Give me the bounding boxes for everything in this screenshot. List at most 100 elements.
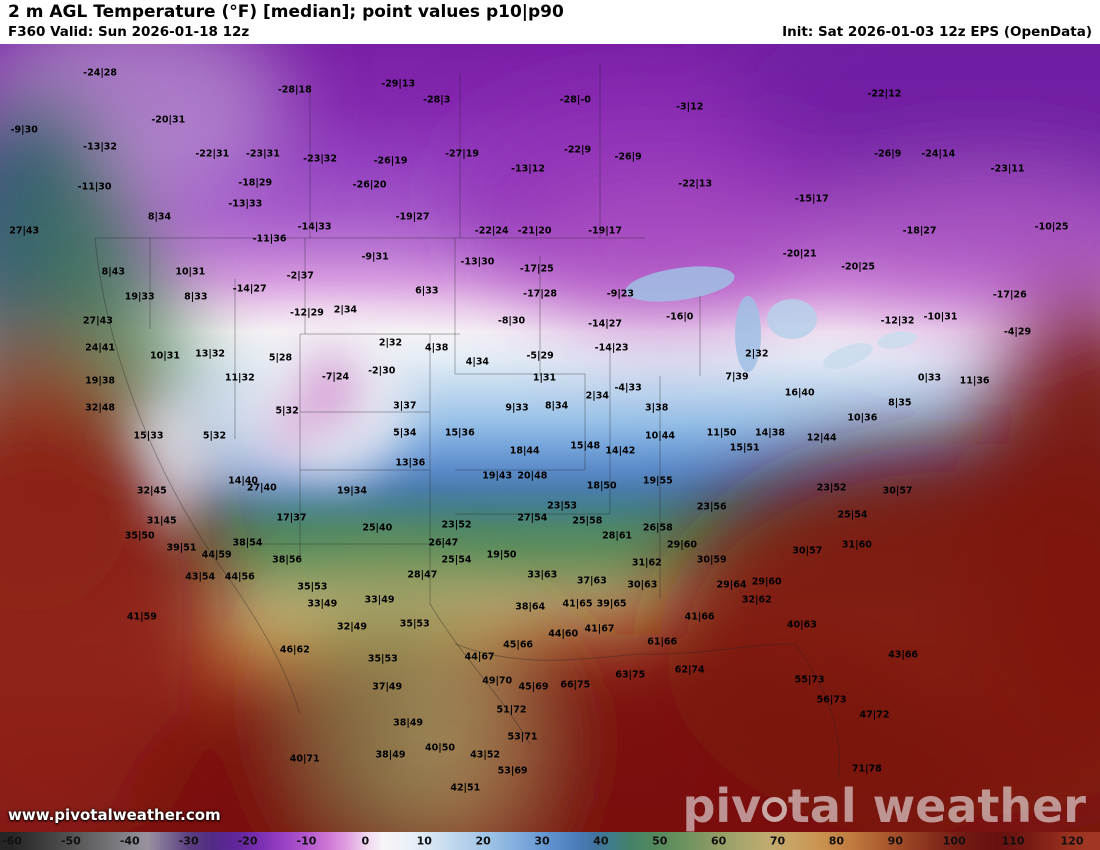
point-value: -26|9	[874, 148, 902, 160]
point-value: -28|3	[423, 94, 451, 106]
point-value: 14|42	[605, 444, 636, 456]
point-value: 53|69	[497, 765, 528, 777]
point-values-layer: -24|28 -28|18 -29|13 -28|3 -28|-0 -3|12 -22|12…	[0, 44, 1100, 832]
point-value: -9|30	[10, 124, 38, 136]
point-value: 55|73	[794, 674, 825, 686]
point-value: 30|63	[627, 579, 658, 591]
point-value: 23|53	[547, 500, 578, 512]
point-value: 30|57	[882, 485, 913, 497]
point-value: -14|33	[297, 221, 332, 233]
point-value: 40|71	[289, 752, 320, 764]
colorbar-tick-label: 60	[711, 834, 727, 848]
point-value: 41|66	[684, 611, 715, 623]
init-time-label: Init: Sat 2026-01-03 12z EPS (OpenData)	[782, 24, 1092, 40]
point-value: 25|54	[837, 509, 868, 521]
point-value: -17|25	[519, 262, 554, 274]
point-value: 66|75	[560, 678, 591, 690]
point-value: 14|38	[755, 427, 785, 439]
point-value: 38|49	[375, 749, 406, 761]
point-value: -14|27	[588, 317, 622, 329]
point-value: -7|24	[321, 370, 350, 382]
point-value: 38|56	[272, 554, 303, 566]
point-value: 62|74	[674, 663, 705, 675]
point-value: -24|14	[921, 148, 956, 160]
point-value: 30|59	[696, 554, 727, 566]
colorbar-tick-label: 20	[475, 834, 491, 848]
point-value: -17|26	[992, 289, 1027, 301]
point-value: -4|33	[614, 382, 642, 394]
point-value: 4|38	[425, 342, 449, 354]
point-value: -22|9	[563, 143, 592, 155]
point-value: 32|48	[85, 402, 116, 414]
point-value: 11|36	[959, 375, 990, 387]
point-value: -23|11	[990, 163, 1025, 175]
colorbar-tick-label: -30	[178, 834, 199, 848]
point-value: 10|31	[150, 350, 180, 362]
map-canvas: -24|28 -28|18 -29|13 -28|3 -28|-0 -3|12 -22|12…	[0, 44, 1100, 832]
point-value: 31|62	[631, 556, 662, 568]
point-value: 4|34	[465, 355, 490, 367]
point-value: 29|60	[751, 576, 782, 588]
point-value: 19|34	[337, 485, 367, 497]
brand-text-post: tal weather	[787, 779, 1086, 832]
point-value: 29|60	[667, 539, 697, 551]
brand-logo-o-icon	[761, 796, 788, 823]
point-value: 46|62	[279, 644, 310, 656]
state-borders	[94, 64, 840, 780]
point-value: 5|28	[268, 352, 293, 364]
point-value: 13|36	[395, 457, 426, 469]
point-value: 11|50	[706, 427, 737, 439]
point-value: 18|44	[509, 444, 540, 456]
colorbar-tick-label: 0	[361, 834, 370, 848]
colorbar-tick-label: -50	[60, 834, 81, 848]
point-value: -19|17	[588, 225, 622, 236]
point-value: 27|40	[246, 481, 277, 493]
point-value: 15|48	[570, 440, 601, 452]
point-value: 71|78	[851, 763, 882, 775]
point-value: 9|33	[505, 402, 529, 414]
point-value: -19|27	[395, 211, 430, 223]
point-value: -23|32	[303, 153, 338, 165]
point-value: 29|64	[716, 579, 747, 591]
point-value: 27|43	[9, 225, 40, 236]
point-value: 49|70	[482, 675, 513, 687]
point-value: -2|37	[286, 270, 314, 282]
point-value: 25|58	[572, 514, 603, 526]
point-value: -18|29	[238, 176, 273, 188]
point-value: -26|20	[352, 179, 387, 191]
point-value: 27|43	[82, 315, 113, 327]
point-value: -11|30	[77, 181, 112, 193]
point-value: 16|40	[784, 387, 815, 399]
point-value: 25|54	[441, 554, 472, 566]
point-value: 26|58	[642, 522, 673, 534]
point-value: 3|37	[393, 400, 417, 412]
point-value: 30|57	[792, 544, 823, 556]
brand-text-pre: piv	[682, 779, 762, 832]
point-value: 8|34	[147, 211, 172, 223]
point-value: 2|34	[333, 304, 358, 316]
point-value: -20|31	[151, 113, 186, 125]
point-value: 19|38	[85, 375, 116, 387]
point-value: -12|32	[880, 314, 915, 326]
point-value: 15|33	[133, 429, 164, 441]
point-value: -24|28	[83, 67, 118, 79]
colorbar-tick-label: 50	[652, 834, 668, 848]
terrain-cold-patches	[125, 324, 410, 534]
point-value: 23|52	[816, 481, 847, 493]
point-value: 23|52	[441, 519, 472, 531]
point-value: 28|61	[602, 529, 633, 541]
point-value: 45|69	[518, 681, 549, 693]
point-value: -2|30	[368, 365, 396, 377]
point-value: -18|27	[902, 225, 937, 236]
point-value: -14|23	[594, 342, 629, 354]
point-value: 12|44	[806, 432, 837, 444]
point-value: 18|50	[586, 480, 617, 492]
point-value: -22|12	[867, 88, 902, 100]
point-value: 15|36	[444, 427, 475, 439]
point-value: 15|51	[729, 442, 760, 454]
point-value: -4|29	[1003, 325, 1032, 337]
colorbar-tick-label: 40	[593, 834, 609, 848]
point-value: 42|51	[450, 782, 481, 794]
point-value: 38|49	[393, 717, 424, 729]
colorbar-tick-label: 80	[828, 834, 845, 848]
